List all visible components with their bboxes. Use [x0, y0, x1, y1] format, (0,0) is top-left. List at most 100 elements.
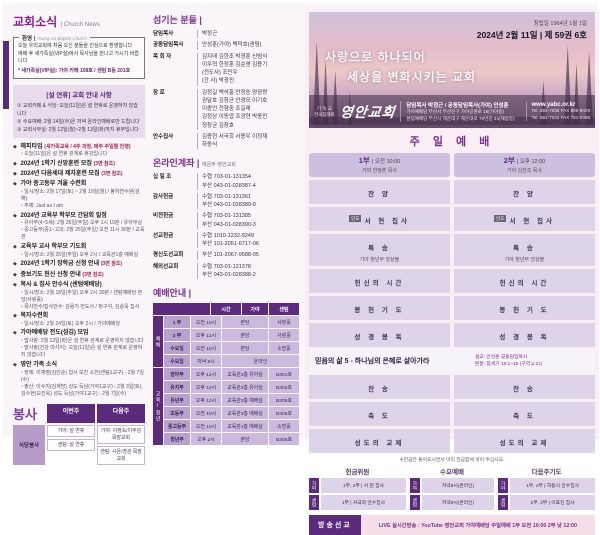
website-link[interactable]: www.yabc.or.kr	[531, 101, 576, 108]
campus-label-gaya: 가야	[409, 478, 420, 494]
broadcast-text: LIVE 실시간방송 : YouTube 영안교회 가야예배당 주일예배 1부 …	[360, 515, 595, 535]
volunteer-title: 봉사	[13, 406, 37, 422]
order-item-text: 헌신의 시간	[499, 280, 550, 287]
notice-sub-line: 유아부(4~5세): 2월 25일(주일) 오후 1시 10분 / 유아부실	[13, 220, 145, 227]
sermon-title: 믿음의 삶 5 - 하나님의 은혜로 살아가라	[315, 358, 430, 366]
notice-meta: (3면 참조)	[101, 171, 123, 178]
welcome-lines: 오늘 우리교회에 처음 오신 분들을 진심으로 환영합니다 예배 후 새가족실(V…	[18, 43, 140, 66]
pastors-line: 담임목사 박정근 / 공동담임목사(가야) 안성훈	[406, 102, 509, 109]
worship-order-bottom: 찬 송 찬 송 축 도 축 도 성도의 교제 성도의 교제	[309, 375, 595, 454]
accounts-subtitle: 예금주·영안교회	[201, 162, 236, 169]
worship-place-gaya: 온라인	[222, 355, 299, 367]
worship-place-gaya: 본당	[222, 316, 268, 328]
campus2-address: 센텀예배당 부산시 해운대구 해운대로 79번길 34(재송동)	[406, 115, 515, 121]
serving-names: 안성훈(가야) 백덕호(센텀)	[197, 41, 299, 50]
account-row: 평신도선교회 부산 101-2067-9588-05	[153, 251, 299, 260]
notice-title-row: ◆ 목자수련회	[13, 313, 145, 321]
notice-item: ◆ 가야 중고등부 겨울 수련회 일시/장소: 2월 17일(토) ~ 2월 1…	[13, 181, 145, 210]
church-slogan: 사랑으로 하나되어 세상을 변화시키는 교회	[325, 48, 476, 85]
worship-service-time: 오전 10시	[191, 316, 221, 328]
notice-title-row: ◆ 가야 중고등부 겨울 수련회	[13, 181, 145, 189]
sermon-info: 설교: 안성훈 공동담임목사 본문: 창세기 18:1~15 (구약 p.21)	[475, 354, 589, 368]
masthead-logo-band: 기 독 교 한국침례회 영안교회 담임목사 박정근 / 공동담임목사(가야) 안…	[309, 95, 595, 128]
holiday-item: ② 수요예배: 2월 14일(수)은 저녁 온라인예배로만 드립니다	[17, 118, 140, 125]
campus-label-centum: 센텀	[409, 495, 420, 511]
worship-info-col-centum: 센텀	[269, 303, 299, 315]
church-news-column: 교회소식 | Church News 환영 | Young An Baptist…	[13, 13, 145, 465]
broadcast-label: 방송선교	[309, 515, 361, 535]
account-type: 십 일 조	[153, 174, 172, 181]
sermon-row: 믿음의 삶 5 - 하나님의 은혜로 살아가라 설교: 안성훈 공동담임목사 본…	[309, 350, 595, 373]
account-type: 평신도선교회	[153, 252, 184, 259]
notice-title: 목사 & 집사 안수식 (센텀예배당)	[20, 281, 102, 288]
notice-title-row: ◆ 가야예배당 전도(섬김) 모임	[13, 330, 145, 338]
leader-badge: 인도	[349, 215, 362, 223]
serving-row: 장 로 김정길 백석홍 안정승 양광량 권달호 김창균 안경모 이기호 이종언 …	[153, 88, 299, 130]
notice-title-row: ◆ 해피타임 (새가족교육 / 4주 과정, 매주 주일별 진행)	[13, 144, 145, 152]
sunday-worship-title: 주 일 예 배	[409, 136, 495, 148]
notice-title-row: ◆ 2024년 1학기 장학금 신청 안내 (3면 참조)	[13, 261, 145, 269]
duty-row: 가야 저녁8시(온라인)	[409, 478, 495, 494]
worship-service-name: 초등부	[164, 407, 190, 419]
serving-row: 공동담임목사 안성훈(가야) 백덕호(센텀)	[153, 41, 299, 50]
diamond-bullet-icon: ◆	[13, 313, 17, 320]
serving-role: 장 로	[153, 89, 165, 96]
issue-date: 2024년 2월 11일 | 제 59권 6호	[476, 30, 587, 40]
campus-label-gaya: 가야	[498, 478, 509, 494]
diamond-bullet-icon: ◆	[13, 212, 17, 219]
worship-order-cell-2: 찬 양	[454, 180, 595, 204]
notice-item: ◆ 중보기도 헌신 신청 안내 (3면 참조)	[13, 272, 145, 280]
worship-info-title: 예배안내 |	[153, 288, 192, 298]
worship-place-gaya: 본당	[222, 433, 268, 445]
worship-place-centum: B305호	[269, 433, 299, 445]
notice-title-row: ◆ 2024년 교육부 학부모 간담회 일정	[13, 213, 145, 221]
worship-service-time: 저녁 8시	[191, 355, 221, 367]
worship-order-row: 인도 서 현 집사 인도 서 현 집사	[309, 207, 595, 231]
service-2-label: 2부	[503, 156, 515, 165]
tel-line-2: Tel. 891-7034 FAX 781-0489	[531, 114, 590, 120]
worship-service-time: 오전 10시	[191, 342, 221, 354]
worship-order-cell-1: 인도 서 현 집사	[309, 207, 450, 231]
worship-info-row: 수요일 저녁 8시 온라인	[164, 355, 299, 367]
duty-title-wednesday: 수요예배	[440, 469, 464, 477]
notice-sub-line: 장례: 이재영(김인순) 집사 모친 소천(센텀1교구) - 2월 7일(수)	[13, 370, 145, 384]
volunteer-entry: 가야: 설 연휴	[47, 424, 95, 437]
notice-title-row: ◆ 2024년 1학기 신앙훈련 모집 (3면 참조)	[13, 161, 145, 169]
holiday-item: ③ 교회사무실: 2월 12일(월)~2월 13일(화)까지 휴무입니다	[17, 126, 139, 133]
serving-row: 안수집사 김종현 서국희 서용우 이정재 하동식	[153, 132, 299, 150]
order-item-text: 성 경 봉 독	[499, 334, 550, 341]
diamond-bullet-icon: ◆	[13, 243, 17, 250]
diamond-bullet-icon: ◆	[13, 143, 17, 150]
holiday-notice-box: [설 연휴] 교회 안내 사항 ① 교회카페 & 식당: 오늘(11일)은 설 …	[13, 84, 145, 138]
worship-place-gaya: 교육관2층 유아실	[222, 381, 268, 393]
page-edge-tab	[3, 41, 9, 109]
welcome-highlight: * 새가족실(VIP실): 가야 카페 108호 / 센텀 B동 201호	[18, 67, 131, 74]
holiday-box-title: [설 연휴] 교회 안내 사항	[46, 91, 112, 99]
duty-row: 센텀 저녁8시(온라인)	[409, 495, 495, 511]
worship-order-row: 봉 헌 기 도 봉 헌 기 도	[309, 296, 595, 320]
worship-order-cell-2: 인도 서 현 집사	[454, 207, 595, 231]
worship-service-time: 오전 10시	[191, 420, 221, 432]
worship-service-time: 오후 2시	[191, 433, 221, 445]
account-number: 수협 703-01-131361 부산 043-01-028389-0	[197, 192, 299, 210]
worship-place-centum: 사랑홀	[269, 329, 299, 341]
notice-sub-line: 밥사랑: 2월 13일(화)은 설 연휴 관계로 운영하지 않습니다	[13, 338, 145, 345]
worship-group-label: 교육/청년	[153, 368, 163, 445]
order-item-text: 봉 헌 기 도	[354, 307, 405, 314]
duty-row: 가야 1부, 2부 | 하동식 안수집사	[498, 478, 595, 494]
notice-title-row: ◆ 2024년 다음세대 제자훈련 모집 (3면 참조)	[13, 171, 145, 179]
welcome-line: 오늘 우리교회에 처음 오신 분들을 진심으로 환영합니다	[18, 43, 133, 49]
notice-subs: 장례: 이재영(김인순) 집사 모친 소천(센텀1교구) - 2월 7일(수)출…	[13, 370, 145, 398]
sermon-preacher: 설교: 안성훈 공동담임목사	[474, 355, 528, 360]
account-number: 수협 703-01-131354 부산 043-01-028387-4	[197, 173, 299, 190]
notice-meta: (새가족교육 / 4주 과정, 매주 주일별 진행)	[44, 143, 131, 150]
worship-place-gaya: 본당	[222, 342, 268, 354]
order-item-text: 찬 송	[368, 386, 391, 394]
bulletin-page: 교회소식 | Church News 환영 | Young An Baptist…	[3, 3, 599, 535]
notice-sub-line: 일시/장소: 2월 18일(주일) 오후 2시 30분 / 센텀예배당 본당(사…	[13, 290, 145, 304]
welcome-box: 환영 | Young An Baptist Church 오늘 우리교회에 처음…	[13, 34, 145, 79]
volunteer-entry: 센텀: 설 연휴	[47, 438, 95, 451]
worship-info-col-gaya: 가야	[242, 303, 268, 315]
sermon-passage: 본문: 창세기 18:1~15 (구약 p.21)	[474, 362, 543, 368]
notice-sub-line: 일시/장소: 2월 24일(토) 오후 2시 / 가야예배당	[13, 321, 145, 328]
